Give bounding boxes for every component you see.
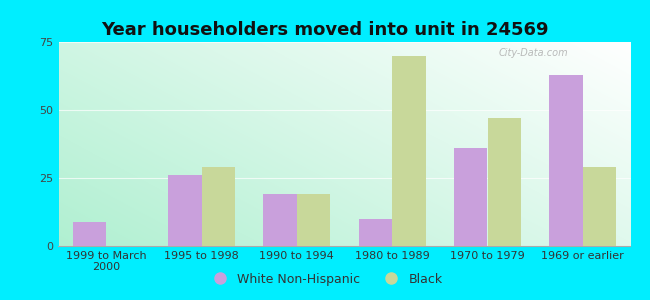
Bar	[583, 167, 616, 246]
Bar	[454, 148, 488, 246]
Bar	[168, 175, 202, 246]
Bar	[488, 118, 521, 246]
Text: City-Data.com: City-Data.com	[499, 48, 569, 58]
Text: Year householders moved into unit in 24569: Year householders moved into unit in 245…	[101, 21, 549, 39]
Bar	[202, 167, 235, 246]
Bar	[263, 194, 297, 246]
Bar	[297, 194, 330, 246]
Legend: White Non-Hispanic, Black: White Non-Hispanic, Black	[202, 268, 448, 291]
Bar	[392, 56, 426, 246]
Bar	[549, 75, 583, 246]
Bar	[73, 221, 106, 246]
Bar	[359, 219, 392, 246]
